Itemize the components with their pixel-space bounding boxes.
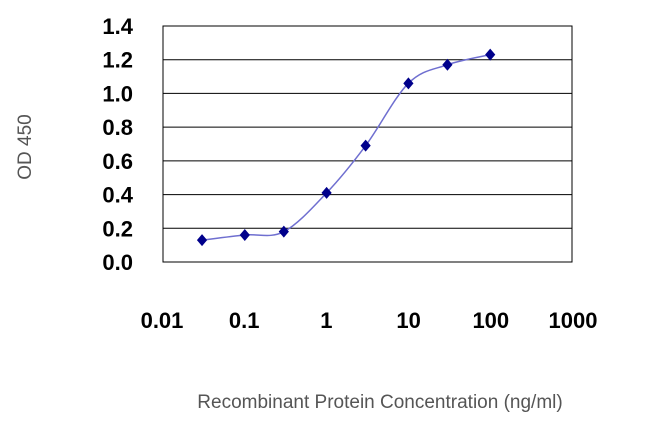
- plot-area: [162, 25, 573, 263]
- x-tick-label: 1000: [549, 308, 598, 333]
- data-point-diamond: [485, 48, 496, 61]
- x-tick-label: 10: [396, 308, 420, 333]
- y-axis-title: OD 450: [15, 114, 36, 179]
- y-tick-label: 1.4: [102, 14, 133, 39]
- x-axis-title: Recombinant Protein Concentration (ng/ml…: [197, 392, 562, 413]
- data-points: [196, 48, 496, 247]
- y-tick-label: 0.6: [102, 149, 133, 174]
- x-tick-label: 0.1: [229, 308, 260, 333]
- y-tick-label: 0.8: [102, 115, 133, 140]
- data-point-diamond: [442, 58, 453, 71]
- x-axis-ticks: 0.01 0.1 1 10 100 1000: [141, 308, 598, 333]
- data-point-diamond: [403, 77, 414, 90]
- y-tick-label: 0.2: [102, 216, 133, 241]
- y-tick-label: 1.2: [102, 48, 133, 73]
- data-point-diamond: [321, 186, 332, 199]
- series-line: [201, 53, 491, 241]
- y-tick-label: 1.0: [102, 81, 133, 106]
- data-point-diamond: [239, 229, 250, 242]
- x-tick-label: 1: [320, 308, 332, 333]
- data-point-diamond: [360, 139, 371, 152]
- gridlines: [163, 59, 572, 229]
- x-tick-label: 0.01: [141, 308, 184, 333]
- x-tick-label: 100: [472, 308, 509, 333]
- y-tick-label: 0.0: [102, 250, 133, 275]
- data-point-diamond: [196, 234, 208, 247]
- y-tick-label: 0.4: [102, 183, 133, 208]
- data-point-diamond: [278, 225, 289, 238]
- y-axis-ticks: 0.0 0.2 0.4 0.6 0.8 1.0 1.2 1.4: [102, 14, 133, 275]
